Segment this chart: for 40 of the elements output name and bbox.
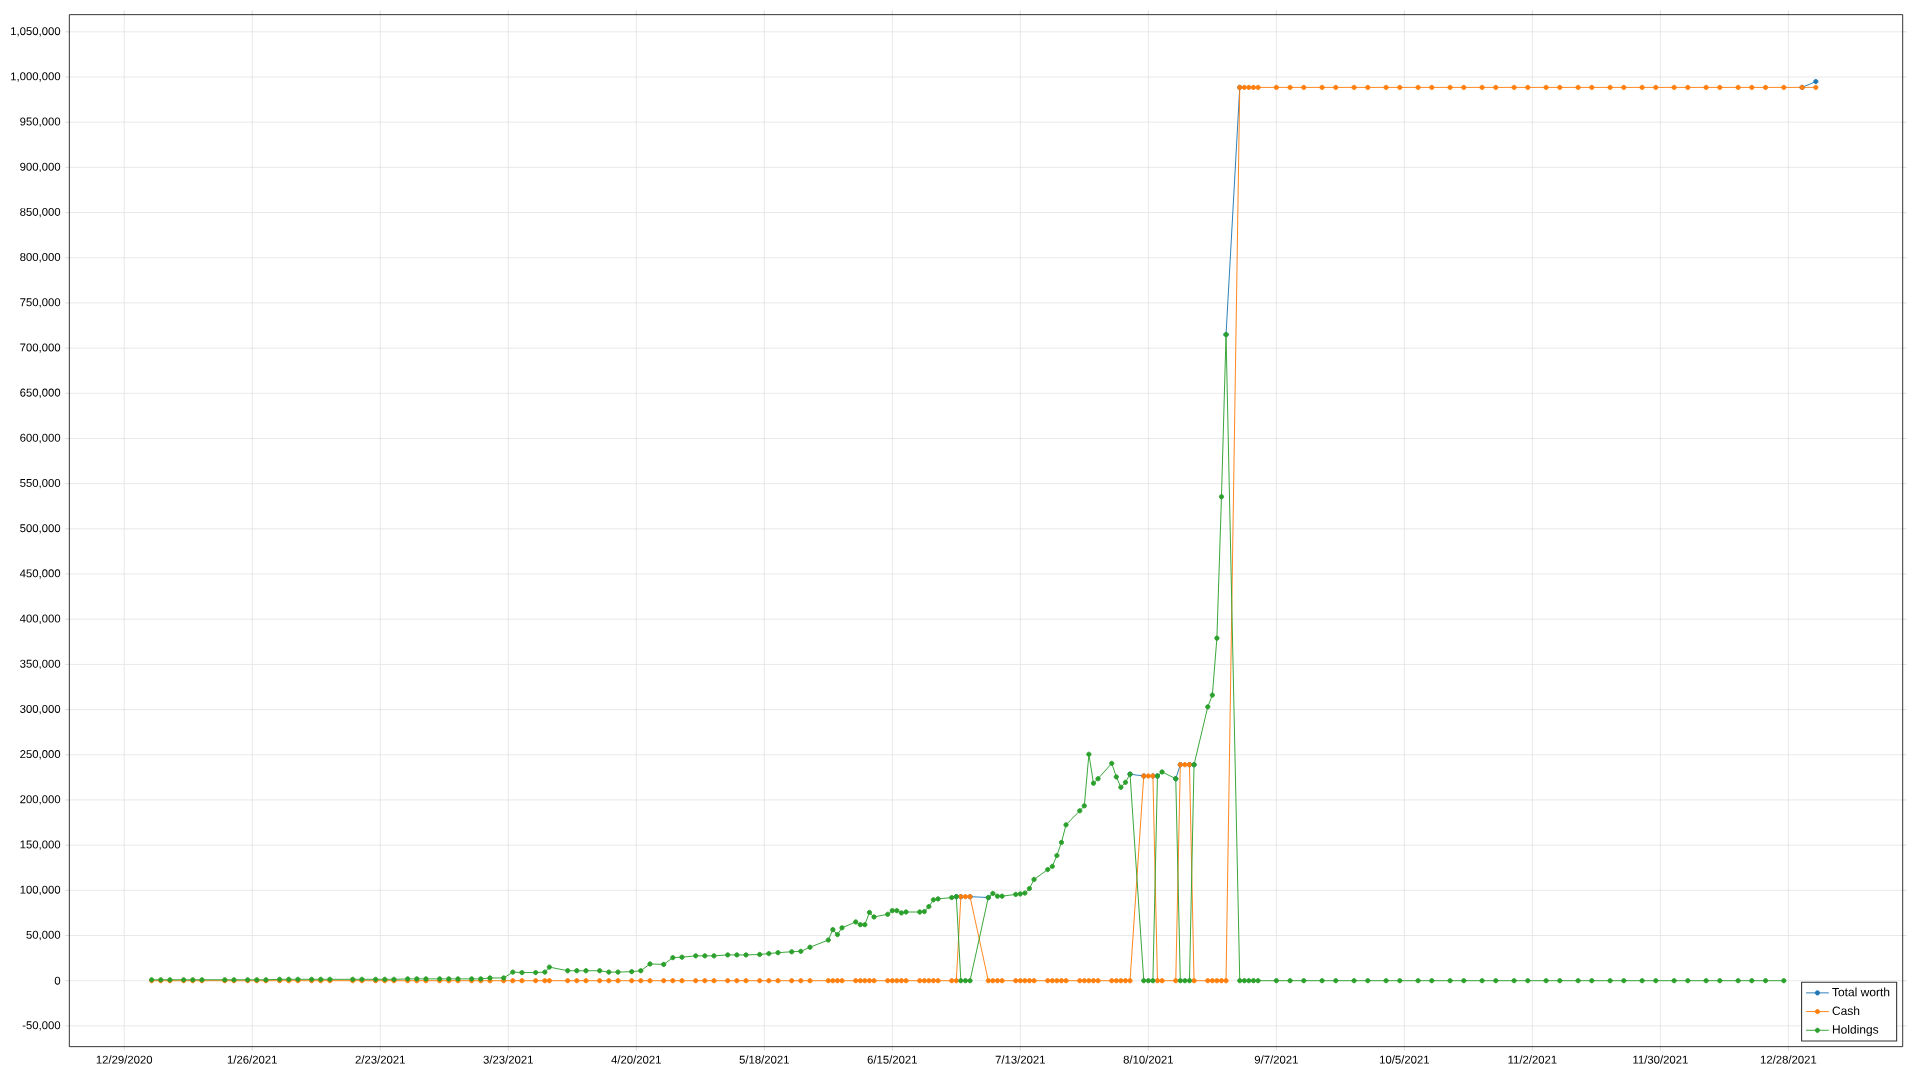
y-tick-label: 100,000 — [20, 885, 61, 895]
y-tick-label: 650,000 — [20, 388, 61, 398]
y-tick-label: 600,000 — [20, 433, 61, 444]
y-tick-label: 700,000 — [20, 343, 61, 353]
x-tick-label: 3/23/2021 — [483, 1055, 533, 1064]
x-tick-label: 4/20/2021 — [611, 1055, 661, 1064]
x-tick-label: 12/28/2021 — [1760, 1055, 1817, 1064]
legend-label: Total worth — [1832, 987, 1890, 997]
y-tick-label: 150,000 — [20, 840, 61, 850]
legend-label: Cash — [1832, 1006, 1860, 1016]
x-tick-label: 7/13/2021 — [995, 1055, 1045, 1064]
y-tick-label: 850,000 — [20, 207, 61, 218]
x-tick-label: 8/10/2021 — [1123, 1055, 1173, 1064]
x-tick-label: 11/30/2021 — [1633, 1055, 1688, 1064]
y-tick-label: 350,000 — [20, 659, 61, 670]
y-tick-label: 550,000 — [20, 478, 61, 489]
y-tick-label: -50,000 — [22, 1021, 61, 1031]
y-tick-label: 200,000 — [20, 795, 61, 805]
y-tick-label: 500,000 — [20, 524, 61, 534]
y-tick-label: 50,000 — [26, 930, 61, 941]
y-tick-label: 900,000 — [20, 162, 61, 173]
y-tick-label: 400,000 — [19, 614, 61, 624]
y-tick-label: 950,000 — [20, 117, 61, 127]
legend-label: Holdings — [1832, 1024, 1879, 1037]
y-tick-label: 250,000 — [20, 750, 61, 760]
x-tick-label: 11/2/2021 — [1508, 1055, 1557, 1064]
x-tick-label: 9/7/2021 — [1254, 1055, 1298, 1064]
y-tick-label: 0 — [54, 976, 61, 985]
x-tick-label: 6/15/2021 — [867, 1055, 917, 1064]
x-tick-label: 2/23/2021 — [355, 1055, 405, 1064]
y-tick-label: 750,000 — [20, 298, 61, 308]
x-tick-label: 12/29/2020 — [96, 1055, 153, 1064]
x-tick-label: 1/26/2021 — [227, 1055, 277, 1064]
y-tick-label: 1,050,000 — [11, 27, 61, 37]
y-tick-label: 450,000 — [19, 569, 61, 579]
y-tick-label: 800,000 — [20, 253, 61, 263]
x-tick-label: 5/18/2021 — [739, 1055, 789, 1064]
y-tick-label: 1,000,000 — [11, 72, 61, 82]
y-tick-label: 300,000 — [20, 704, 61, 715]
x-tick-label: 10/5/2021 — [1380, 1055, 1429, 1064]
